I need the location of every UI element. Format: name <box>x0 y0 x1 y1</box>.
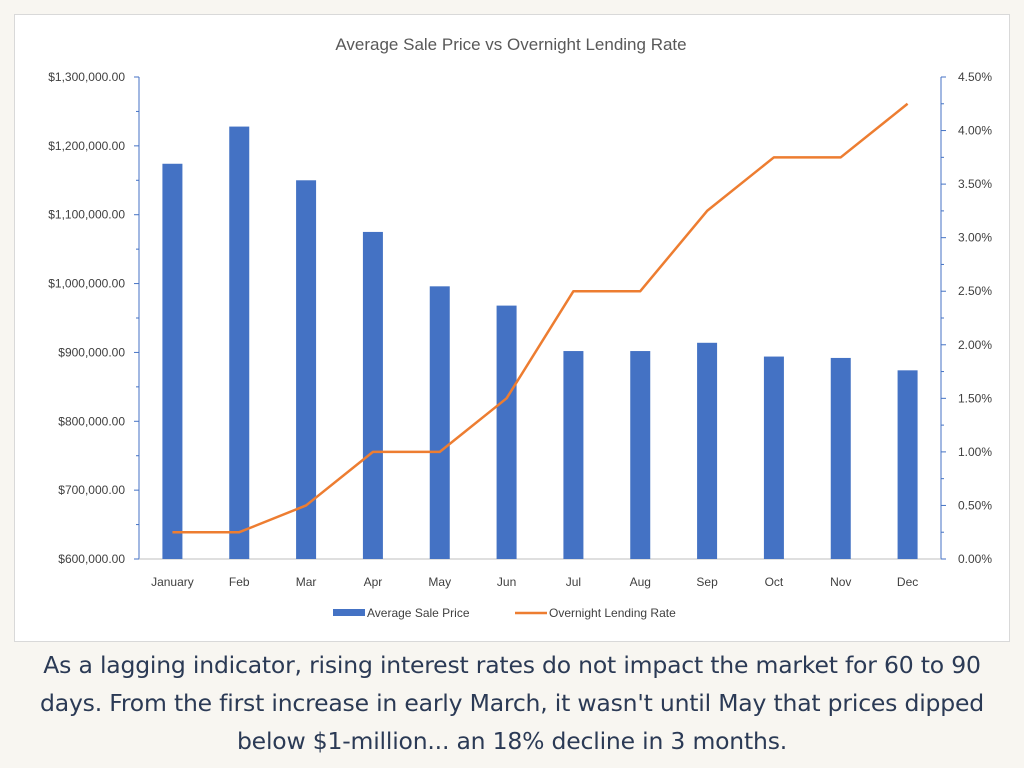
left-axis-tick-label: $1,300,000.00 <box>48 70 125 84</box>
bar-average-sale-price <box>697 342 718 559</box>
left-axis-tick-label: $1,000,000.00 <box>48 277 125 291</box>
legend-label-average-sale-price: Average Sale Price <box>367 606 470 620</box>
right-axis-tick-label: 4.00% <box>958 124 992 138</box>
left-axis-tick-label: $1,200,000.00 <box>48 139 125 153</box>
bar-average-sale-price <box>830 357 851 559</box>
x-axis-tick-label: Jun <box>497 575 516 589</box>
left-axis-tick-label: $1,100,000.00 <box>48 208 125 222</box>
legend-label-overnight-lending-rate: Overnight Lending Rate <box>549 606 676 620</box>
right-axis-tick-label: 0.50% <box>958 498 992 512</box>
x-axis-tick-label: May <box>428 575 451 589</box>
line-overnight-lending-rate <box>172 102 909 534</box>
bar-average-sale-price <box>162 163 183 559</box>
x-axis-tick-label: Jul <box>566 575 581 589</box>
x-axis-tick-label: Sep <box>696 575 718 589</box>
legend-swatch-average-sale-price <box>333 609 365 616</box>
bar-average-sale-price <box>429 286 450 559</box>
plot-area: $600,000.00 $700,000.00 $800,000.00 $900,00… <box>48 70 992 589</box>
right-axis-tick-label: 4.50% <box>958 70 992 84</box>
bar-average-sale-price <box>496 305 517 559</box>
left-axis-tick-label: $800,000.00 <box>58 414 125 428</box>
right-axis-tick-label: 3.00% <box>958 231 992 245</box>
right-axis-tick-label: 1.50% <box>958 391 992 405</box>
right-axis-tick-label: 2.00% <box>958 338 992 352</box>
chart-caption: As a lagging indicator, rising interest … <box>40 651 984 755</box>
x-axis-tick-label: Aug <box>630 575 651 589</box>
chart-title: Average Sale Price vs Overnight Lending … <box>335 35 686 54</box>
right-axis-tick-label: 1.00% <box>958 445 992 459</box>
x-axis-tick-label: Dec <box>897 575 918 589</box>
right-axis-tick-label: 3.50% <box>958 177 992 191</box>
chart-legend: Average Sale Price Overnight Lending Rate <box>333 606 676 620</box>
bar-average-sale-price <box>630 351 651 559</box>
x-axis-tick-label: Oct <box>765 575 784 589</box>
right-axis-tick-label: 2.50% <box>958 284 992 298</box>
left-axis-tick-label: $700,000.00 <box>58 483 125 497</box>
x-axis-tick-label: Mar <box>296 575 317 589</box>
bar-average-sale-price <box>296 180 317 560</box>
left-axis-tick-label: $900,000.00 <box>58 345 125 359</box>
bar-average-sale-price <box>229 126 250 559</box>
right-axis-tick-label: 0.00% <box>958 552 992 566</box>
bar-average-sale-price <box>362 231 383 559</box>
x-axis-tick-label: Nov <box>830 575 851 589</box>
x-axis-tick-label: Apr <box>364 575 383 589</box>
left-axis-tick-label: $600,000.00 <box>58 552 125 566</box>
chart-panel: Average Sale Price vs Overnight Lending … <box>14 14 1010 642</box>
combo-chart: Average Sale Price vs Overnight Lending … <box>48 35 992 620</box>
x-axis-tick-label: January <box>151 575 194 589</box>
x-axis-tick-label: Feb <box>229 575 250 589</box>
bar-average-sale-price <box>563 351 584 559</box>
bar-average-sale-price <box>897 370 918 559</box>
bar-average-sale-price <box>763 356 784 559</box>
